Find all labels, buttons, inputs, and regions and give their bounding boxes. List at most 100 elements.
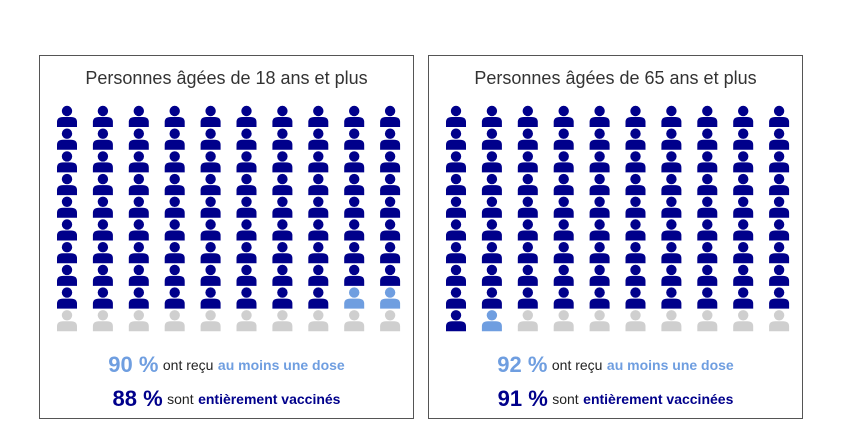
person-icon xyxy=(589,128,610,150)
person-icon xyxy=(380,173,401,196)
person-icon xyxy=(517,264,538,286)
person-icon xyxy=(380,287,401,309)
person-icon xyxy=(308,264,329,286)
person-icon xyxy=(344,173,365,196)
person-icon xyxy=(92,151,113,173)
person-icon xyxy=(57,264,77,286)
chart-title: Personnes âgées de 18 ans et plus xyxy=(85,68,368,88)
person-icon xyxy=(733,219,754,241)
person-icon xyxy=(128,105,149,127)
person-icon xyxy=(236,310,257,332)
one-dose-percent: 90 % xyxy=(108,352,159,377)
person-icon xyxy=(517,128,538,150)
chart-title: Personnes âgées de 65 ans et plus xyxy=(474,68,757,88)
person-icon xyxy=(308,151,329,173)
person-icon xyxy=(697,173,718,196)
legend-fully-vaccinated: 91 % sont entièrement vaccinées xyxy=(429,386,802,412)
person-icon xyxy=(553,105,574,127)
person-icon xyxy=(589,173,610,196)
person-icon xyxy=(481,264,502,286)
person-icon xyxy=(697,310,718,332)
person-icon xyxy=(697,219,718,241)
person-icon xyxy=(661,173,682,196)
person-icon xyxy=(446,196,466,218)
fully-vaccinated-text: sont xyxy=(167,391,194,407)
person-icon xyxy=(272,264,293,286)
person-icon xyxy=(92,128,113,150)
person-icon xyxy=(517,173,538,196)
person-icon xyxy=(272,173,293,196)
legend-one-dose: 90 % ont reçu au moins une dose xyxy=(40,352,413,378)
person-icon xyxy=(308,196,329,218)
person-icon xyxy=(380,264,401,286)
person-icon xyxy=(661,151,682,173)
person-icon xyxy=(589,264,610,286)
person-icon xyxy=(200,105,221,127)
person-icon xyxy=(164,105,185,127)
person-icon xyxy=(308,105,329,127)
person-icon xyxy=(164,310,185,332)
person-icon xyxy=(769,287,790,309)
person-icon xyxy=(769,310,790,332)
person-icon xyxy=(380,196,401,218)
person-icon xyxy=(200,196,221,218)
person-icon xyxy=(661,287,682,309)
person-icon xyxy=(164,219,185,241)
person-icon xyxy=(589,151,610,173)
person-icon xyxy=(769,219,790,241)
person-icon xyxy=(57,173,77,196)
person-icon xyxy=(236,287,257,309)
person-icon xyxy=(200,242,221,264)
person-icon xyxy=(625,105,646,127)
person-icon xyxy=(164,151,185,173)
person-icon xyxy=(733,196,754,218)
person-icon xyxy=(661,128,682,150)
person-icon xyxy=(344,287,365,309)
person-icon xyxy=(517,242,538,264)
fully-vaccinated-text: sont xyxy=(552,391,579,407)
person-icon xyxy=(344,264,365,286)
person-icon xyxy=(128,196,149,218)
person-icon xyxy=(200,173,221,196)
person-icon xyxy=(769,196,790,218)
person-icon xyxy=(661,264,682,286)
person-icon xyxy=(380,310,401,332)
person-icon xyxy=(589,242,610,264)
person-icon xyxy=(272,219,293,241)
person-icon xyxy=(272,287,293,309)
person-icon xyxy=(553,151,574,173)
person-icon xyxy=(164,173,185,196)
legend-one-dose: 92 % ont reçu au moins une dose xyxy=(429,352,802,378)
person-icon xyxy=(200,310,221,332)
person-icon xyxy=(236,242,257,264)
person-icon xyxy=(446,105,466,127)
person-icon xyxy=(446,173,466,196)
person-icon xyxy=(272,128,293,150)
person-icon xyxy=(733,242,754,264)
person-icon xyxy=(308,287,329,309)
one-dose-label: au moins une dose xyxy=(606,357,734,373)
person-icon xyxy=(697,151,718,173)
person-icon xyxy=(589,310,610,332)
person-icon xyxy=(380,242,401,264)
person-icon xyxy=(733,105,754,127)
person-icon xyxy=(236,173,257,196)
person-icon xyxy=(553,128,574,150)
person-icon xyxy=(733,151,754,173)
pictogram-grid xyxy=(57,105,401,332)
person-icon xyxy=(128,128,149,150)
person-icon xyxy=(446,219,466,241)
person-icon xyxy=(481,219,502,241)
person-icon xyxy=(92,173,113,196)
person-icon xyxy=(164,264,185,286)
person-icon xyxy=(517,287,538,309)
person-icon xyxy=(517,196,538,218)
person-icon xyxy=(517,219,538,241)
person-icon xyxy=(200,287,221,309)
person-icon xyxy=(625,151,646,173)
person-icon xyxy=(769,151,790,173)
person-icon xyxy=(200,219,221,241)
person-icon xyxy=(661,105,682,127)
person-icon xyxy=(236,196,257,218)
person-icon xyxy=(625,219,646,241)
